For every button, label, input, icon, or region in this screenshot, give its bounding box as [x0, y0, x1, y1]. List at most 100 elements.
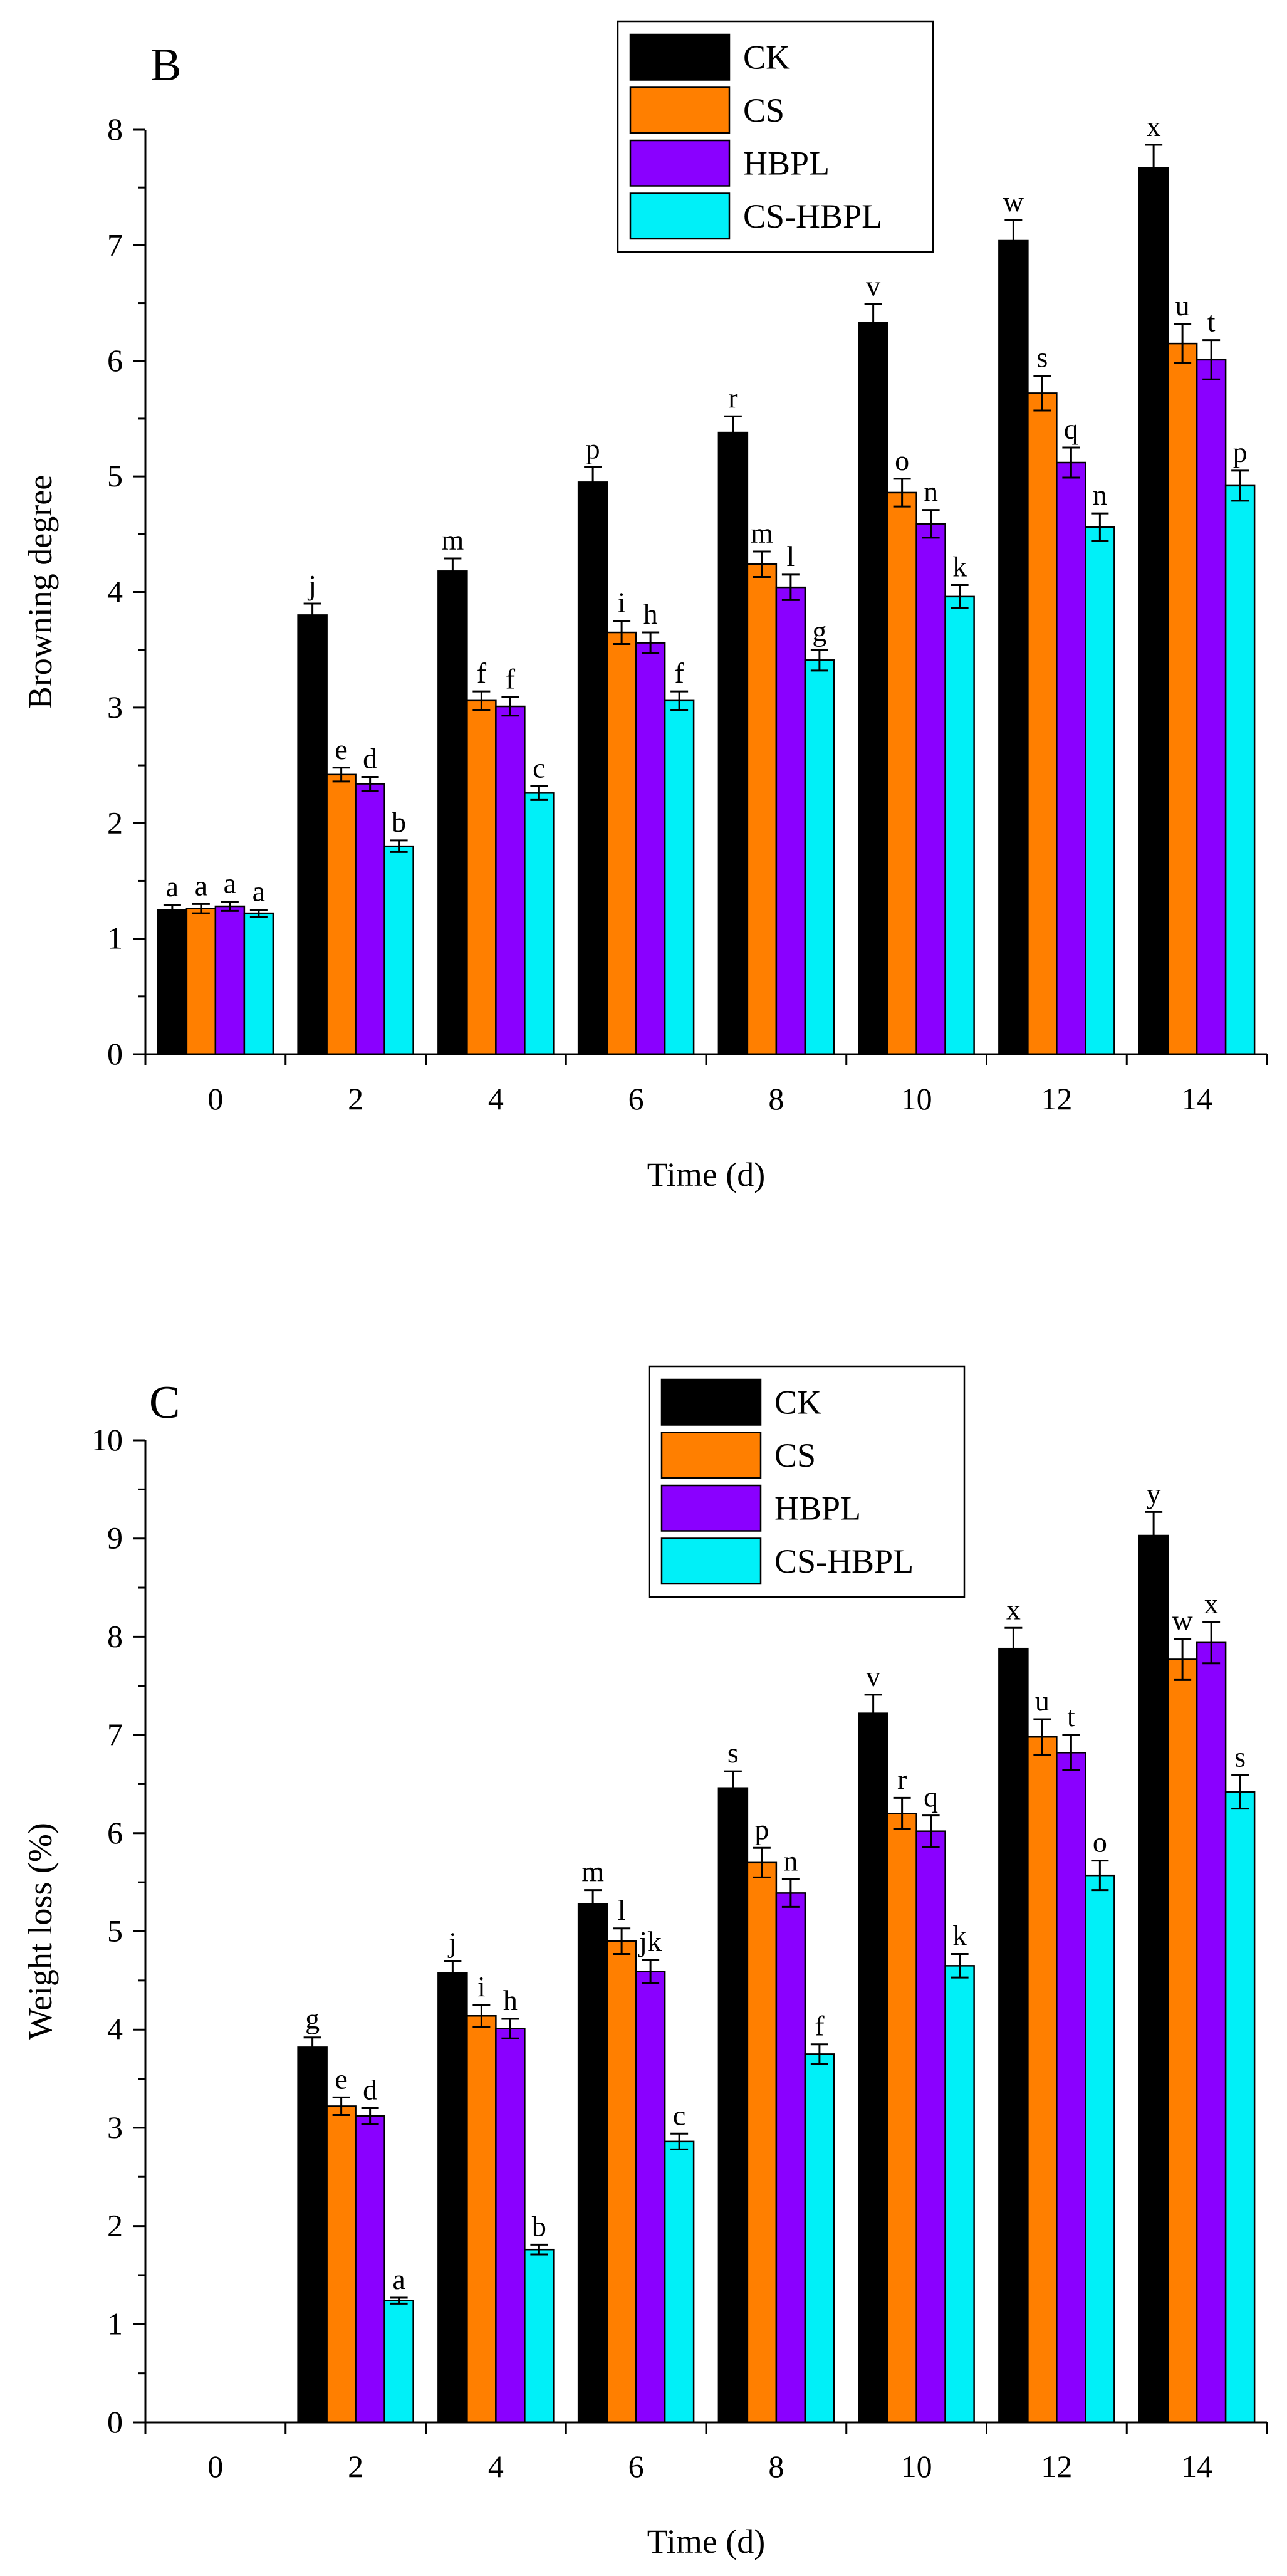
x-tick-label: 8: [768, 2449, 784, 2484]
legend-label: CS: [743, 92, 784, 129]
significance-letter: n: [1093, 479, 1107, 511]
bar-hbpl: [1196, 359, 1227, 1055]
x-tick-label: 2: [348, 2449, 363, 2484]
y-tick-label: 6: [107, 343, 123, 378]
bar-ck: [577, 1903, 608, 2424]
significance-letter: m: [581, 1856, 604, 1888]
significance-letter: x: [1204, 1588, 1219, 1620]
bar-cs-hbpl: [383, 845, 414, 1055]
bar-hbpl: [1056, 461, 1086, 1055]
bar-cs-hbpl: [944, 1965, 975, 2424]
bar-cs: [466, 2015, 497, 2424]
y-tick-label: 3: [107, 689, 123, 725]
bar-cs-hbpl: [243, 912, 274, 1055]
significance-letter: a: [166, 871, 179, 903]
bar-cs-hbpl: [944, 595, 975, 1055]
bar-hbpl: [775, 1892, 806, 2424]
significance-letter: v: [866, 270, 880, 301]
bar-cs-hbpl: [1224, 484, 1256, 1055]
bar-cs: [326, 2105, 357, 2424]
significance-letter: a: [224, 867, 236, 899]
significance-letter: a: [392, 2263, 405, 2295]
significance-letter: j: [447, 1927, 457, 1959]
legend: CK CS HBPL CS-HBPL: [617, 20, 934, 253]
bar-cs: [746, 563, 778, 1055]
significance-letter: h: [644, 598, 658, 630]
significance-letter: f: [506, 662, 516, 694]
bar-cs: [1027, 1736, 1058, 2424]
bar-cs: [326, 773, 357, 1055]
legend-swatch: [660, 1378, 762, 1426]
y-tick-label: 6: [107, 1815, 123, 1850]
bar-ck: [998, 239, 1029, 1055]
x-tick-label: 4: [488, 2449, 504, 2484]
x-axis-title: Time (d): [647, 1156, 766, 1193]
panel-b: Bajmprvwxaefimosuadfhlnqtabcfgknp0123456…: [21, 20, 1268, 1193]
significance-letter: h: [503, 1984, 518, 2016]
significance-letter: u: [1175, 290, 1190, 322]
significance-letter: p: [754, 1813, 769, 1845]
significance-letter: q: [1064, 413, 1078, 445]
bar-cs: [185, 908, 217, 1055]
bar-cs-hbpl: [804, 659, 835, 1055]
bar-cs-hbpl: [1085, 1874, 1115, 2424]
bar-cs-hbpl: [524, 2248, 555, 2424]
significance-letter: u: [1035, 1685, 1050, 1717]
x-tick-label: 12: [1041, 2449, 1072, 2484]
significance-letter: p: [1233, 436, 1248, 468]
legend-label: CS: [774, 1437, 816, 1474]
x-axis-title: Time (d): [647, 2523, 766, 2560]
significance-letter: x: [1147, 110, 1161, 142]
legend-label: CK: [774, 1383, 821, 1421]
y-tick-label: 3: [107, 2110, 123, 2145]
legend-label: HBPL: [743, 144, 830, 182]
y-axis-title: Weight loss (%): [21, 1823, 59, 2040]
significance-letter: s: [1036, 342, 1048, 374]
legend-swatch: [660, 1432, 762, 1479]
significance-letter: d: [363, 2074, 377, 2106]
legend-swatch: [660, 1484, 762, 1532]
bar-cs: [1167, 1658, 1198, 2424]
significance-letter: e: [335, 733, 347, 765]
significance-letter: c: [673, 2099, 685, 2131]
x-tick-label: 8: [768, 1081, 784, 1116]
bar-cs-hbpl: [1224, 1791, 1256, 2424]
bar-cs-hbpl: [524, 792, 555, 1055]
significance-letter: k: [952, 1920, 967, 1952]
bar-hbpl: [495, 705, 526, 1055]
significance-letter: c: [533, 751, 545, 783]
x-tick-label: 12: [1041, 1081, 1072, 1116]
x-tick-label: 4: [488, 1081, 504, 1116]
bar-ck: [717, 1787, 749, 2424]
significance-letter: s: [727, 1737, 739, 1769]
bar-hbpl: [775, 586, 806, 1055]
significance-letter: b: [532, 2210, 546, 2242]
bar-ck: [437, 1972, 468, 2424]
x-tick-label: 10: [901, 2449, 932, 2484]
bar-hbpl: [355, 783, 385, 1055]
y-tick-label: 2: [107, 805, 123, 840]
significance-letter: f: [674, 657, 684, 689]
y-axis-title: Browning degree: [21, 475, 59, 709]
y-tick-label: 4: [107, 574, 123, 609]
significance-letter: f: [815, 2010, 825, 2042]
bar-cs: [1027, 392, 1058, 1055]
bar-cs-hbpl: [664, 699, 695, 1055]
x-tick-label: 10: [901, 1081, 932, 1116]
bar-cs-hbpl: [804, 2053, 835, 2424]
significance-letter: a: [253, 876, 265, 908]
bar-cs: [887, 491, 917, 1055]
significance-letter: n: [783, 1845, 798, 1877]
bar-ck: [157, 909, 188, 1055]
significance-letter: g: [305, 2003, 320, 2035]
significance-letter: y: [1147, 1477, 1161, 1509]
significance-letter: jk: [638, 1925, 662, 1957]
significance-letter: r: [897, 1763, 907, 1795]
bar-cs-hbpl: [1085, 526, 1115, 1055]
significance-letter: d: [363, 743, 377, 775]
panel-label: B: [150, 39, 181, 91]
legend-label: CK: [743, 38, 790, 76]
bar-ck: [437, 570, 468, 1055]
bar-ck: [297, 614, 328, 1055]
